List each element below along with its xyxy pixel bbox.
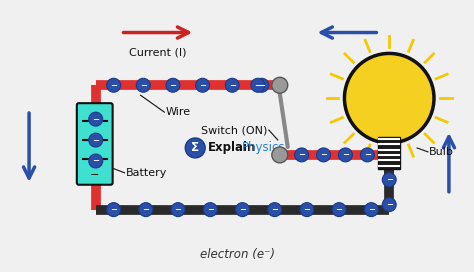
Text: −: − [255, 81, 261, 90]
Circle shape [89, 133, 103, 147]
Circle shape [365, 203, 378, 217]
Text: −: − [90, 170, 100, 180]
Text: −: − [229, 81, 236, 90]
Circle shape [332, 203, 346, 217]
Text: −: − [92, 115, 99, 124]
Text: −: − [271, 205, 278, 214]
Text: −: − [140, 81, 147, 90]
Text: −: − [320, 150, 327, 159]
Circle shape [137, 78, 150, 92]
Circle shape [203, 203, 217, 217]
Text: Bulb: Bulb [429, 147, 454, 157]
Text: −: − [207, 205, 214, 214]
Circle shape [171, 203, 185, 217]
Circle shape [268, 203, 282, 217]
Circle shape [89, 112, 103, 126]
Circle shape [295, 148, 309, 162]
Circle shape [382, 173, 396, 187]
Text: −: − [110, 81, 117, 90]
Circle shape [338, 148, 352, 162]
Text: −: − [174, 205, 182, 214]
Circle shape [382, 198, 396, 212]
Circle shape [196, 78, 210, 92]
Text: Wire: Wire [165, 107, 191, 117]
Text: −: − [169, 81, 176, 90]
Text: −: − [258, 81, 265, 90]
Circle shape [89, 154, 103, 168]
Circle shape [345, 53, 434, 143]
Circle shape [139, 203, 153, 217]
Text: −: − [199, 81, 206, 90]
Text: −: − [386, 175, 393, 184]
Circle shape [225, 78, 239, 92]
Circle shape [300, 203, 314, 217]
Circle shape [107, 78, 120, 92]
Circle shape [360, 148, 374, 162]
Circle shape [251, 78, 265, 92]
Text: Physics: Physics [242, 141, 285, 154]
Text: Current (I): Current (I) [128, 47, 186, 57]
Circle shape [272, 147, 288, 163]
Text: −: − [364, 150, 371, 159]
FancyBboxPatch shape [77, 103, 113, 185]
Text: Explain: Explain [208, 141, 256, 154]
Text: −: − [92, 156, 99, 166]
Circle shape [166, 78, 180, 92]
Text: Σ: Σ [191, 141, 199, 154]
Circle shape [272, 77, 288, 93]
Text: Battery: Battery [126, 168, 167, 178]
Circle shape [255, 78, 269, 92]
Circle shape [236, 203, 249, 217]
FancyBboxPatch shape [378, 137, 400, 169]
Text: −: − [142, 205, 149, 214]
Text: −: − [368, 205, 375, 214]
Circle shape [317, 148, 330, 162]
Text: −: − [239, 205, 246, 214]
Text: −: − [298, 150, 305, 159]
Text: electron (e⁻): electron (e⁻) [200, 248, 274, 261]
Text: −: − [110, 205, 117, 214]
Text: Switch (ON): Switch (ON) [201, 125, 268, 135]
Circle shape [107, 203, 120, 217]
Text: −: − [342, 150, 349, 159]
Text: −: − [303, 205, 310, 214]
Text: −: − [336, 205, 343, 214]
Circle shape [185, 138, 205, 158]
Text: −: − [386, 200, 393, 209]
Text: −: − [92, 135, 99, 145]
